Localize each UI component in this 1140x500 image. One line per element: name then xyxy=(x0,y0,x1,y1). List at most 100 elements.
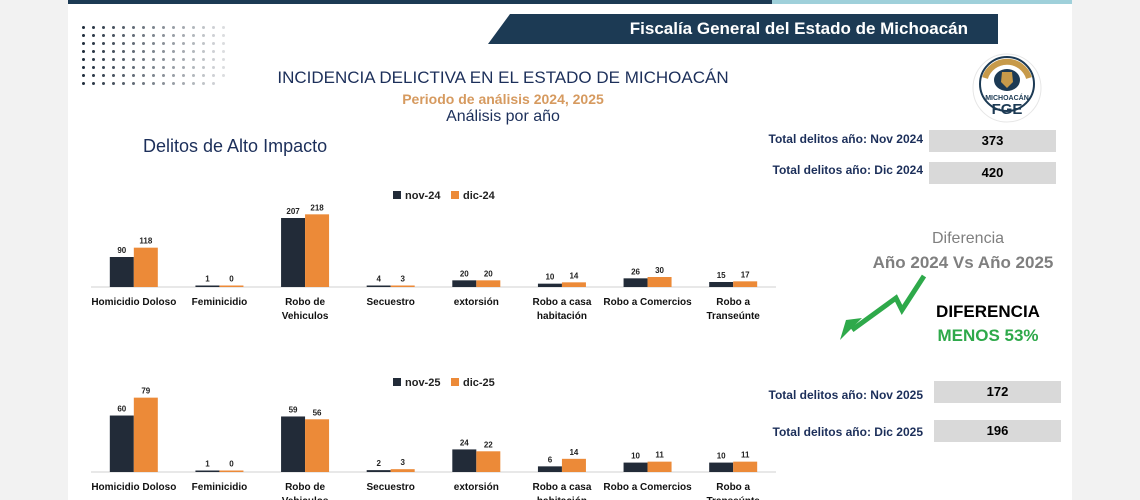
c1-legend-swatch-nov-24 xyxy=(393,191,401,199)
c2-bar-dic-25-0 xyxy=(133,397,158,472)
total-nov-2025-label: Total delitos año: Nov 2025 xyxy=(768,388,923,402)
chart-2025: nov-25 dic-25 60 79 Homicidio Doloso 1 0 Femini… xyxy=(91,377,776,500)
c2-bar-dic-25-3 xyxy=(390,469,415,472)
c1-legend-label-nov-24: nov-24 xyxy=(405,190,441,202)
c2-bar-nov-25-7 xyxy=(709,462,734,472)
c2-value-label-dic-25-4: 22 xyxy=(484,440,493,449)
c2-value-label-dic-25-3: 3 xyxy=(400,458,405,467)
c2-value-label-nov-25-3: 2 xyxy=(376,459,381,468)
c2-bar-dic-25-7 xyxy=(733,461,758,472)
total-dic-2025-value: 196 xyxy=(934,420,1061,442)
header-banner xyxy=(488,14,998,44)
c1-bar-dic-24-3 xyxy=(390,285,415,287)
c1-category-label-3-0: Secuestro xyxy=(367,297,415,308)
c2-category-label-0-0: Homicidio Doloso xyxy=(91,482,176,493)
trend-down-arrow-icon xyxy=(840,274,927,340)
total-dic-2024-label: Total delitos año: Dic 2024 xyxy=(772,163,923,177)
c2-category-label-5-0: Robo a casa xyxy=(532,482,591,493)
c2-value-label-nov-25-1: 1 xyxy=(205,460,210,469)
c1-value-label-nov-24-4: 20 xyxy=(460,269,469,278)
c1-legend-label-dic-24: dic-24 xyxy=(463,190,496,202)
c2-category-label-6-0: Robo a Comercios xyxy=(603,482,692,493)
c1-category-label-2-1: Vehiculos xyxy=(282,311,329,322)
c1-value-label-nov-24-7: 15 xyxy=(717,271,726,280)
c2-category-label-7-0: Robo a xyxy=(716,482,750,493)
c2-bar-nov-25-1 xyxy=(195,470,220,472)
c2-value-label-nov-25-4: 24 xyxy=(460,438,469,447)
c1-category-label-7-0: Robo a xyxy=(716,297,750,308)
c2-category-label-3-0: Secuestro xyxy=(367,482,415,493)
c1-bar-nov-24-2 xyxy=(281,218,306,287)
c2-bar-nov-25-6 xyxy=(623,462,648,472)
c2-bar-dic-25-5 xyxy=(561,458,586,472)
c1-value-label-nov-24-0: 90 xyxy=(117,246,126,255)
c2-bar-nov-25-5 xyxy=(537,466,562,472)
c1-bar-dic-24-4 xyxy=(476,280,501,287)
c2-value-label-nov-25-2: 59 xyxy=(289,405,298,414)
analysis-subtitle: Análisis por año xyxy=(446,108,560,125)
difference-value: MENOS 53% xyxy=(937,326,1039,345)
c2-bar-nov-25-3 xyxy=(366,470,391,472)
c1-value-label-dic-24-4: 20 xyxy=(484,269,493,278)
c2-category-label-2-1: Vehiculos xyxy=(282,496,329,500)
c1-bar-nov-24-1 xyxy=(195,285,220,287)
c2-value-label-dic-25-0: 79 xyxy=(141,387,150,396)
c1-value-label-dic-24-3: 3 xyxy=(400,275,405,284)
c2-bar-nov-25-0 xyxy=(109,415,134,472)
total-nov-2025-value: 172 xyxy=(934,381,1061,403)
c2-value-label-dic-25-2: 56 xyxy=(313,408,322,417)
c1-value-label-dic-24-0: 118 xyxy=(139,237,152,246)
c1-value-label-dic-24-1: 0 xyxy=(229,275,234,284)
c1-bar-dic-24-7 xyxy=(733,281,758,287)
banner-title: Fiscalía General del Estado de Michoacán xyxy=(629,19,968,38)
c2-category-label-7-1: Transeúnte xyxy=(707,496,761,500)
c1-category-label-7-1: Transeúnte xyxy=(707,311,761,322)
c1-value-label-nov-24-3: 4 xyxy=(376,275,381,284)
c1-value-label-nov-24-5: 10 xyxy=(545,273,554,282)
c2-value-label-nov-25-5: 6 xyxy=(548,455,553,464)
c1-category-label-4-0: extorsión xyxy=(454,297,499,308)
c1-value-label-nov-24-1: 1 xyxy=(205,275,210,284)
total-dic-2025-label: Total delitos año: Dic 2025 xyxy=(772,425,923,439)
c2-value-label-nov-25-0: 60 xyxy=(117,405,126,414)
c1-legend-swatch-dic-24 xyxy=(451,191,459,199)
c2-bar-dic-25-1 xyxy=(219,470,244,472)
logo-state: MICHOACÁN xyxy=(985,93,1029,102)
c1-category-label-0-0: Homicidio Doloso xyxy=(91,297,176,308)
c1-bar-dic-24-0 xyxy=(133,247,158,287)
difference-subtitle: Año 2024 Vs Año 2025 xyxy=(872,253,1054,272)
c1-category-label-2-0: Robo de xyxy=(285,297,325,308)
period-subtitle: Periodo de análisis 2024, 2025 xyxy=(402,91,604,107)
c1-bar-dic-24-1 xyxy=(219,285,244,287)
total-nov-2024-value: 373 xyxy=(929,130,1056,152)
c1-bar-dic-24-6 xyxy=(647,277,672,287)
c2-legend-swatch-dic-25 xyxy=(451,378,459,386)
c1-bar-nov-24-0 xyxy=(109,257,134,287)
c1-value-label-dic-24-5: 14 xyxy=(569,271,578,280)
c2-value-label-nov-25-7: 10 xyxy=(717,452,726,461)
c1-category-label-1-0: Feminicidio xyxy=(192,297,248,308)
c2-value-label-dic-25-6: 11 xyxy=(655,451,664,460)
c1-bar-nov-24-5 xyxy=(537,283,562,287)
c1-bar-nov-24-7 xyxy=(709,282,734,287)
top-accent-teal xyxy=(772,0,1072,4)
c1-category-label-5-0: Robo a casa xyxy=(532,297,591,308)
c2-bar-dic-25-2 xyxy=(305,419,330,472)
c2-bar-nov-25-4 xyxy=(452,449,477,472)
c2-category-label-4-0: extorsión xyxy=(454,482,499,493)
c1-value-label-dic-24-2: 218 xyxy=(310,203,324,212)
total-dic-2024-value: 420 xyxy=(929,162,1056,184)
c2-legend-label-dic-25: dic-25 xyxy=(463,377,495,389)
c1-bar-dic-24-5 xyxy=(561,282,586,287)
c2-category-label-5-1: habitación xyxy=(537,496,587,500)
c1-value-label-nov-24-6: 26 xyxy=(631,267,640,276)
c1-bar-nov-24-4 xyxy=(452,280,477,287)
c2-category-label-1-0: Feminicidio xyxy=(192,482,248,493)
logo-abbr: FGE xyxy=(992,101,1023,118)
c1-bar-nov-24-6 xyxy=(623,278,648,287)
c2-legend-swatch-nov-25 xyxy=(393,378,401,386)
fge-logo: MICHOACÁN FGE xyxy=(958,52,1056,124)
c2-legend-label-nov-25: nov-25 xyxy=(405,377,440,389)
c1-category-label-5-1: habitación xyxy=(537,311,587,322)
